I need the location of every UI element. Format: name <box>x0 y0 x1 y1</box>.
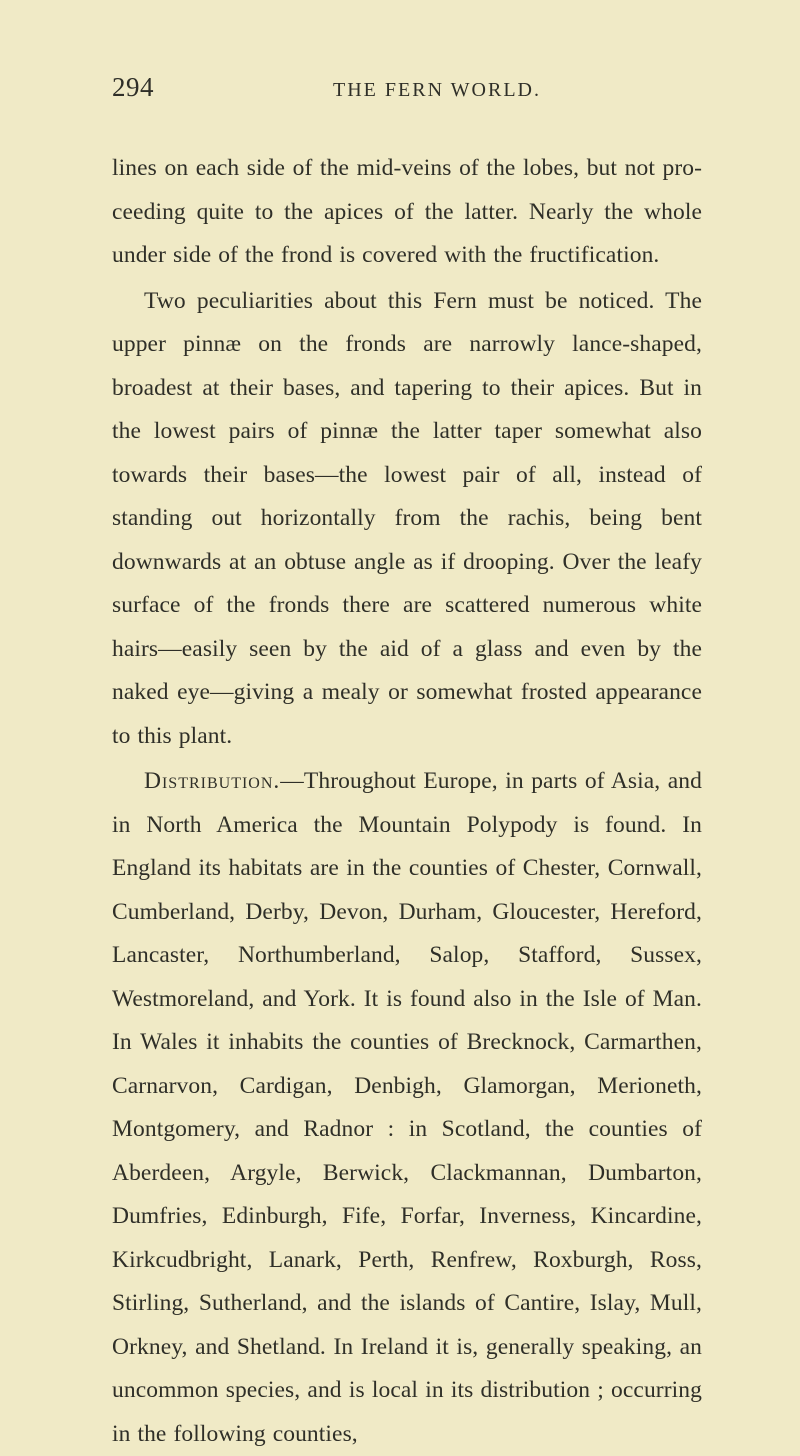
paragraph-2: Two peculiarities about this Fern must b… <box>112 280 702 759</box>
page-header: 294 THE FERN WORLD. <box>112 72 702 103</box>
body-text: lines on each side of the mid-veins of t… <box>112 147 702 1456</box>
paragraph-3-rest: —Throughout Europe, in parts of Asia, an… <box>112 768 702 1447</box>
paragraph-1: lines on each side of the mid-veins of t… <box>112 147 702 278</box>
paragraph-3: Distribution.—Throughout Europe, in part… <box>112 760 702 1456</box>
page-container: 294 THE FERN WORLD. lines on each side o… <box>0 0 800 1276</box>
running-title: THE FERN WORLD. <box>172 79 702 102</box>
section-lead-distribution: Distribution. <box>144 768 280 794</box>
